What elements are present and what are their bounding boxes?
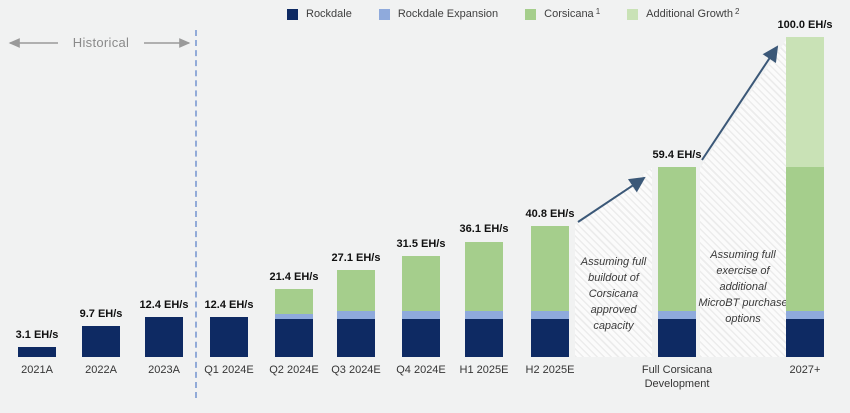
bar-h1-2025e bbox=[465, 241, 503, 357]
bar-2022a bbox=[82, 325, 120, 357]
category-label: 2021A bbox=[21, 364, 53, 376]
value-label: 100.0 EH/s bbox=[777, 19, 833, 31]
segment-rockdale bbox=[18, 347, 56, 357]
legend-item-corsicana: Corsicana 1 bbox=[525, 7, 601, 20]
segment-rockdale bbox=[786, 318, 824, 357]
category-label: Q1 2024E bbox=[204, 364, 254, 376]
segment-corsicana bbox=[402, 256, 440, 311]
segment-rockdale-expansion bbox=[275, 313, 313, 319]
legend-item-rockdale-expansion: Rockdale Expansion bbox=[378, 8, 499, 20]
category-label: Q2 2024E bbox=[269, 364, 319, 376]
legend-item-additional-growth: Additional Growth 2 bbox=[627, 7, 740, 20]
value-label: 40.8 EH/s bbox=[525, 208, 575, 221]
segment-rockdale-expansion bbox=[402, 310, 440, 319]
value-label: 59.4 EH/s bbox=[652, 148, 702, 161]
value-label: 21.4 EH/s bbox=[269, 270, 319, 283]
legend-footnote-marker: 2 bbox=[734, 7, 740, 16]
segment-corsicana bbox=[531, 226, 569, 311]
segment-rockdale bbox=[275, 318, 313, 357]
segment-rockdale bbox=[210, 317, 248, 357]
bar-h2-2025e bbox=[531, 226, 569, 357]
bar-2027- bbox=[786, 37, 824, 357]
segment-corsicana bbox=[658, 166, 696, 311]
legend-label: Corsicana 1 bbox=[544, 7, 601, 20]
category-label: Q4 2024E bbox=[396, 364, 446, 376]
legend-label: Rockdale Expansion bbox=[397, 8, 499, 20]
chart-legend: Rockdale Rockdale Expansion Corsicana 1 Addi… bbox=[287, 7, 740, 20]
value-label: 9.7 EH/s bbox=[79, 307, 123, 320]
segment-corsicana bbox=[337, 270, 375, 311]
segment-rockdale bbox=[145, 317, 183, 357]
category-label: Q3 2024E bbox=[331, 364, 381, 376]
corsicana-buildout-annotation: Assuming full buildout of Corsicana appr… bbox=[580, 256, 647, 332]
value-label: 36.1 EH/s bbox=[459, 223, 509, 236]
value-label: 31.5 EH/s bbox=[396, 238, 446, 251]
value-label: 12.4 EH/s bbox=[139, 299, 189, 312]
legend-item-rockdale: Rockdale bbox=[287, 8, 352, 20]
segment-rockdale bbox=[337, 318, 375, 357]
segment-corsicana bbox=[465, 241, 503, 311]
microbt-options-annotation: Assuming full exercise of additional Mic… bbox=[698, 249, 788, 325]
segment-rockdale bbox=[82, 325, 120, 357]
category-label: Full Corsicana Development bbox=[641, 364, 713, 391]
value-label: 12.4 EH/s bbox=[204, 299, 254, 312]
segment-rockdale-expansion bbox=[465, 310, 503, 319]
segment-rockdale-expansion bbox=[531, 310, 569, 319]
category-label: H1 2025E bbox=[459, 364, 509, 376]
legend-label: Additional Growth 2 bbox=[646, 7, 740, 20]
segment-rockdale bbox=[402, 318, 440, 357]
legend-swatch-icon bbox=[378, 9, 390, 20]
segment-rockdale bbox=[531, 318, 569, 357]
value-label: 3.1 EH/s bbox=[15, 329, 59, 342]
value-label: 27.1 EH/s bbox=[331, 252, 381, 265]
segment-rockdale-expansion bbox=[658, 310, 696, 319]
segment-corsicana bbox=[275, 288, 313, 314]
bar-2021a bbox=[18, 347, 56, 357]
legend-swatch-icon bbox=[627, 9, 639, 20]
legend-swatch-icon bbox=[525, 9, 537, 20]
category-label: 2027+ bbox=[789, 364, 821, 376]
bar-q3-2024e bbox=[337, 270, 375, 357]
historical-divider-line bbox=[195, 30, 197, 398]
legend-label: Rockdale bbox=[306, 8, 352, 20]
segment-additional-growth bbox=[786, 37, 824, 167]
category-label: H2 2025E bbox=[525, 364, 575, 376]
bar-q2-2024e bbox=[275, 288, 313, 357]
segment-rockdale bbox=[465, 318, 503, 357]
legend-footnote-marker: 1 bbox=[595, 7, 601, 16]
category-label: 2022A bbox=[85, 364, 117, 376]
bar-2023a bbox=[145, 317, 183, 357]
segment-rockdale-expansion bbox=[786, 310, 824, 319]
legend-swatch-icon bbox=[287, 9, 298, 20]
segment-rockdale bbox=[658, 318, 696, 357]
bar-q1-2024e bbox=[210, 317, 248, 357]
bar-full-corsicana-development bbox=[658, 166, 696, 357]
segment-corsicana bbox=[786, 166, 824, 311]
segment-rockdale-expansion bbox=[337, 310, 375, 319]
bar-q4-2024e bbox=[402, 256, 440, 357]
historical-label: Historical bbox=[72, 35, 130, 50]
category-label: 2023A bbox=[148, 364, 180, 376]
